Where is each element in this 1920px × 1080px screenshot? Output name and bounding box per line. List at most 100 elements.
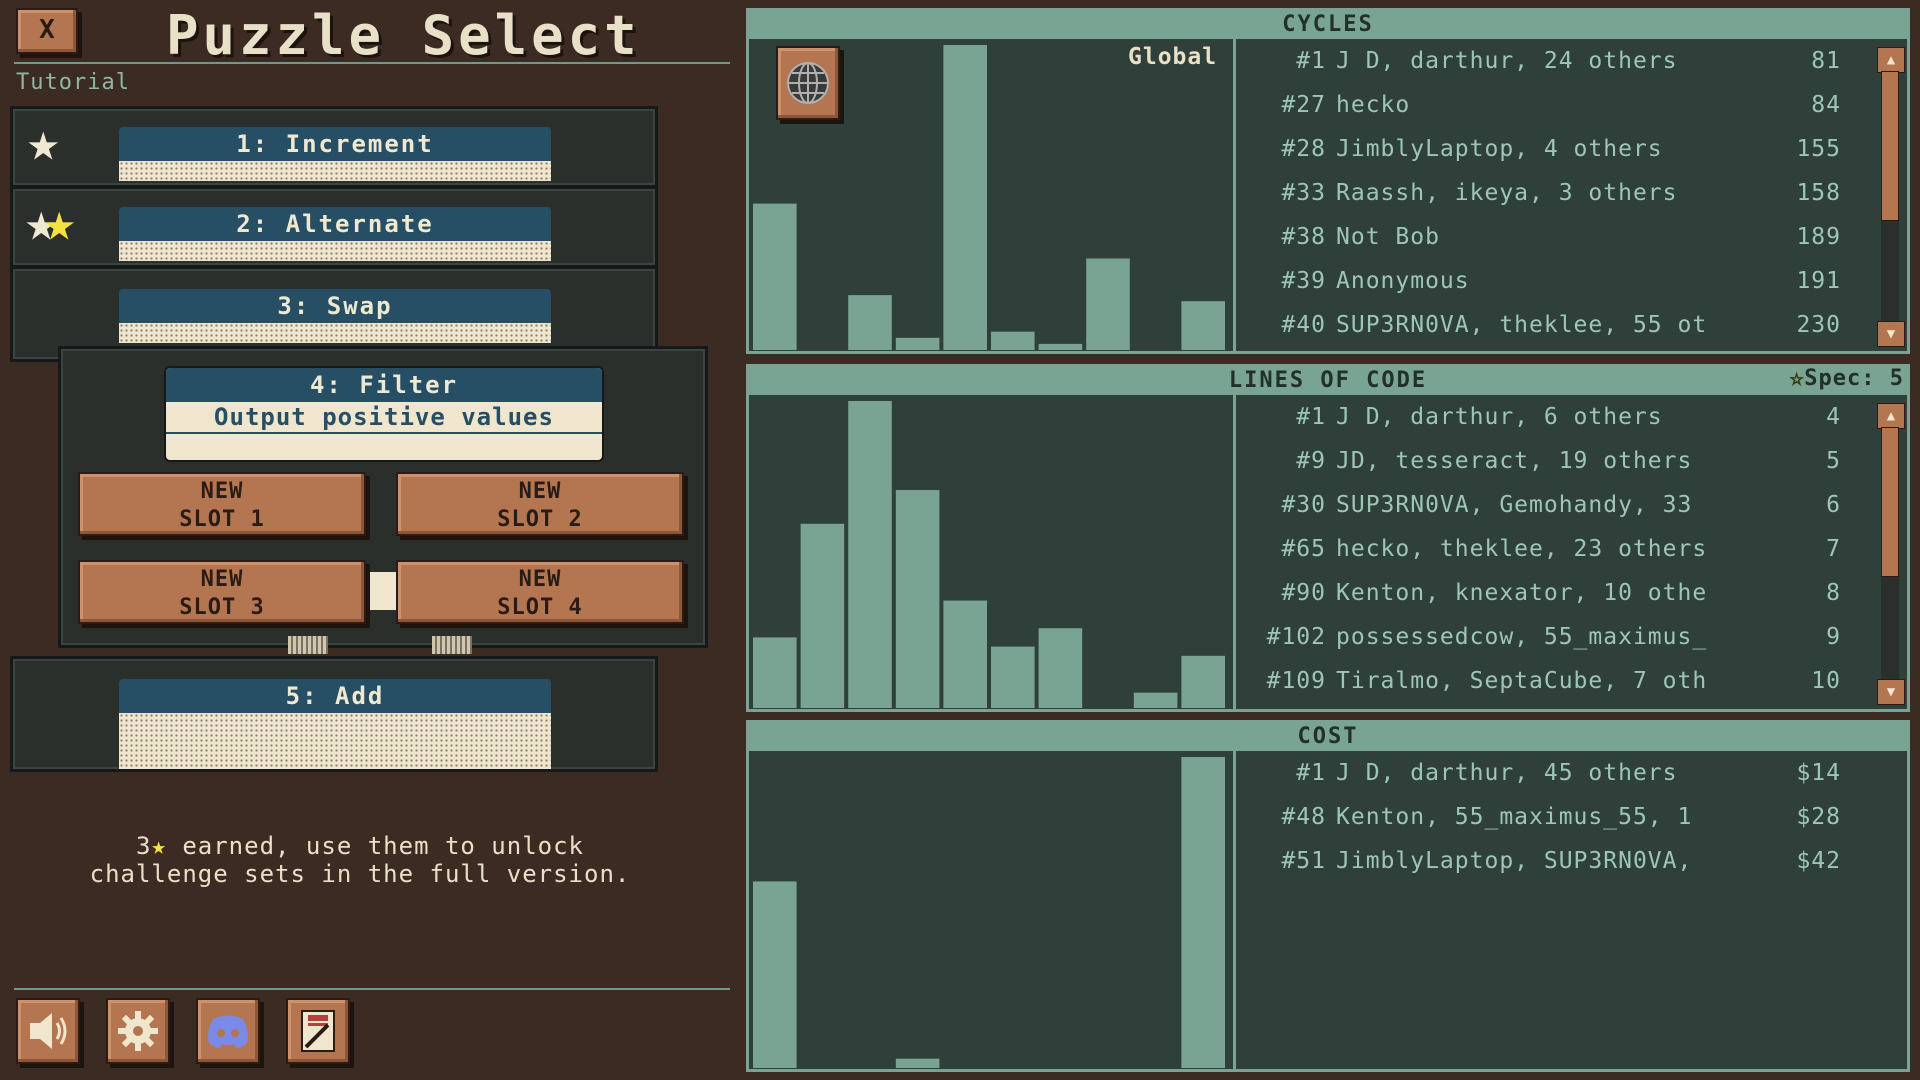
manual-icon [301, 1010, 335, 1052]
rank-label: #39 [1281, 268, 1326, 294]
histogram-bar [895, 1058, 940, 1068]
puzzle-title: 1: Increment [119, 127, 551, 161]
histogram-bar [1181, 757, 1225, 1068]
slot-button-2[interactable]: NEW SLOT 2 [396, 472, 684, 536]
puzzle-row-3[interactable]: 3: Swap [10, 266, 658, 362]
scroll-thumb[interactable] [1881, 427, 1899, 577]
scroll-thumb[interactable] [1881, 71, 1899, 221]
puzzle-row-1[interactable]: ★ 1: Increment [10, 106, 658, 188]
leaderboard-row[interactable]: #109 Tiralmo, SeptaCube, 7 oth 10 [1236, 659, 1875, 703]
bottom-divider [14, 988, 730, 990]
score-value: $28 [1796, 804, 1841, 830]
sound-button[interactable] [16, 998, 80, 1064]
rank-label: #33 [1281, 180, 1326, 206]
leaderboard-row[interactable]: #102 possessedcow, 55_maximus_ 9 [1236, 615, 1875, 659]
puzzle-row-5[interactable]: 5: Add [10, 656, 658, 772]
puzzle-description: Output positive values [166, 402, 602, 434]
slot-button-1[interactable]: NEW SLOT 1 [78, 472, 366, 536]
leaderboard-row[interactable]: #40 SUP3RN0VA, theklee, 55 ot 230 [1236, 303, 1875, 347]
player-names: Raassh, ikeya, 3 others [1336, 180, 1678, 206]
lines-histogram [749, 395, 1233, 709]
leaderboard-row[interactable]: #27 hecko 84 [1236, 83, 1875, 127]
histogram-bar [991, 331, 1035, 350]
leaderboard-row[interactable]: #48 Kenton, 55_maximus_55, 1 $28 [1236, 795, 1875, 839]
star-icon: ★ [25, 190, 58, 253]
histogram-bar [753, 881, 797, 1068]
discord-button[interactable] [196, 998, 260, 1064]
slot-leg [432, 636, 472, 654]
score-value: 5 [1826, 448, 1841, 474]
panel-divider [1233, 751, 1236, 1069]
manual-button[interactable] [286, 998, 350, 1064]
close-button[interactable]: X [16, 8, 78, 54]
scroll-track[interactable] [1881, 427, 1899, 681]
scroll-down-arrow[interactable]: ▼ [1877, 679, 1905, 705]
scroll-track[interactable] [1881, 71, 1899, 323]
score-value: 10 [1811, 668, 1841, 694]
leaderboard-row[interactable]: #38 Not Bob 189 [1236, 215, 1875, 259]
panel-divider [1233, 395, 1236, 709]
histogram-bar [895, 490, 940, 708]
histogram-bar [1133, 692, 1178, 708]
lines-scrollbar[interactable]: ▲ ▼ [1877, 403, 1905, 705]
leaderboard-row[interactable]: #1 J D, darthur, 45 others $14 [1236, 751, 1875, 795]
cycles-list: #1 J D, darthur, 24 others 81 #27 hecko 84 #28… [1236, 39, 1875, 351]
leaderboard-row[interactable]: #1 J D, darthur, 24 others 81 [1236, 39, 1875, 83]
score-value: 7 [1826, 536, 1841, 562]
rank-label: #48 [1281, 804, 1326, 830]
scroll-up-arrow[interactable]: ▲ [1877, 403, 1905, 429]
leaderboard-row[interactable]: #65 hecko, theklee, 23 others 7 [1236, 527, 1875, 571]
rank-label: #9 [1296, 448, 1326, 474]
puzzle-title: 4: Filter [166, 368, 602, 402]
rank-label: #65 [1281, 536, 1326, 562]
scroll-up-arrow[interactable]: ▲ [1877, 47, 1905, 73]
section-label: Tutorial [16, 70, 130, 95]
leaderboard-row[interactable]: #30 SUP3RN0VA, Gemohandy, 33 6 [1236, 483, 1875, 527]
puzzle-title: 5: Add [119, 679, 551, 713]
player-names: Kenton, 55_maximus_55, 1 [1336, 804, 1693, 830]
global-filter-button[interactable] [776, 46, 840, 120]
histogram-bar [753, 203, 797, 350]
discord-icon [208, 1015, 248, 1048]
star-icon: ★ [27, 110, 60, 173]
cycles-scrollbar[interactable]: ▲ ▼ [1877, 47, 1905, 347]
cost-histogram [749, 751, 1233, 1069]
leaderboard-row[interactable]: #28 JimblyLaptop, 4 others 155 [1236, 127, 1875, 171]
player-names: J D, darthur, 45 others [1336, 760, 1678, 786]
settings-button[interactable] [106, 998, 170, 1064]
rank-label: #38 [1281, 224, 1326, 250]
cost-panel: COST #1 J D, darthur, 45 others $14 #48 Kent… [746, 720, 1910, 1072]
puzzle-title: 2: Alternate [119, 207, 551, 241]
histogram-bar [1181, 655, 1225, 708]
leaderboard-row[interactable]: #1 J D, darthur, 6 others 4 [1236, 395, 1875, 439]
leaderboard-row[interactable]: #33 Raassh, ikeya, 3 others 158 [1236, 171, 1875, 215]
player-names: SUP3RN0VA, Gemohandy, 33 [1336, 492, 1693, 518]
rank-label: #1 [1296, 760, 1326, 786]
leaderboard-row[interactable]: #51 JimblyLaptop, SUP3RN0VA, $42 [1236, 839, 1875, 883]
score-value: 155 [1796, 136, 1841, 162]
scroll-down-arrow[interactable]: ▼ [1877, 321, 1905, 347]
puzzle-row-2[interactable]: ★ ★ 2: Alternate [10, 186, 658, 268]
score-value: $42 [1796, 848, 1841, 874]
score-value: 81 [1811, 48, 1841, 74]
puzzle-banner-pattern [119, 323, 551, 343]
score-value: 189 [1796, 224, 1841, 250]
lines-header: LINES OF CODE [749, 367, 1907, 395]
leaderboard-row[interactable]: #39 Anonymous 191 [1236, 259, 1875, 303]
slot-button-4[interactable]: NEW SLOT 4 [396, 560, 684, 624]
leaderboard-row[interactable]: #90 Kenton, knexator, 10 othe 8 [1236, 571, 1875, 615]
histogram-bar [800, 523, 845, 708]
score-value: $14 [1796, 760, 1841, 786]
rank-label: #30 [1281, 492, 1326, 518]
histogram-bar [1181, 301, 1225, 350]
histogram-bar [895, 337, 940, 350]
score-value: 158 [1796, 180, 1841, 206]
puzzle-card-4[interactable]: 4: Filter Output positive values [164, 366, 604, 462]
leaderboard-row[interactable]: #9 JD, tesseract, 19 others 5 [1236, 439, 1875, 483]
star-icon: ☆ [1790, 366, 1805, 392]
player-names: Not Bob [1336, 224, 1440, 250]
histogram-bar [1038, 628, 1083, 708]
slot-button-3[interactable]: NEW SLOT 3 [78, 560, 366, 624]
spec-label: ☆Spec: 5 [1790, 366, 1904, 392]
puzzle-title: 3: Swap [119, 289, 551, 323]
